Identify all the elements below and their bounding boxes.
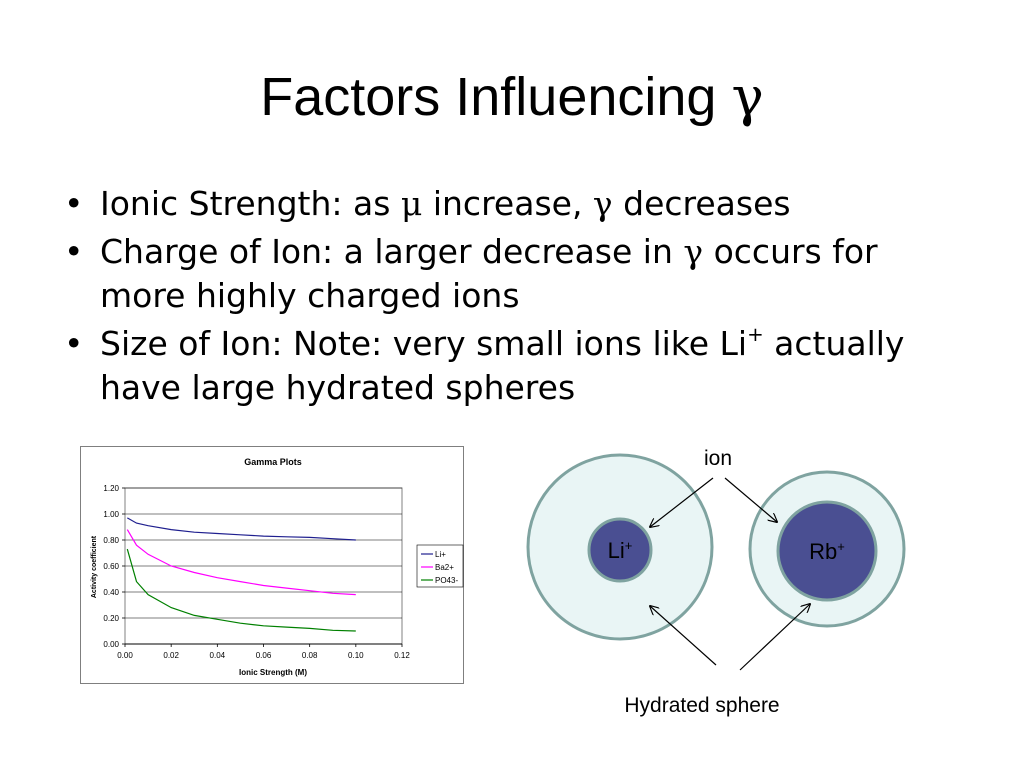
series-layer — [126, 517, 356, 632]
li-ion-text: Li — [608, 538, 625, 563]
legend: Li+ Ba2+ PO43- — [416, 544, 464, 588]
ion-label: ion — [704, 447, 732, 470]
sphere-arrow-right — [739, 604, 810, 671]
y-tick-label: 0.80 — [103, 536, 119, 545]
gamma-plot-chart: Gamma Plots Ionic Strength (M) Activity … — [80, 446, 464, 684]
x-tick-label: 0.00 — [117, 651, 133, 660]
ion-arrow-left — [650, 477, 714, 527]
y-tick-label: 0.40 — [103, 588, 119, 597]
li-ion-charge: + — [625, 538, 633, 553]
ion-arrow-right — [724, 477, 777, 522]
rb-ion-label: Rb+ — [809, 539, 845, 564]
gamma-symbol: γ — [683, 232, 704, 271]
legend-entry: PO43- — [435, 576, 458, 585]
sphere-arrow-left — [650, 606, 717, 666]
bullet-text: Charge of Ion: a larger decrease in — [100, 232, 684, 271]
bullet-list: • Ionic Strength: as μ increase, γ decrea… — [64, 182, 964, 414]
bullet-text: Ionic Strength: as — [100, 184, 401, 223]
bullet-text: increase, — [422, 184, 593, 223]
bullet-charge-of-ion: • Charge of Ion: a larger decrease in γ o… — [64, 230, 964, 318]
rb-ion-charge: + — [837, 539, 845, 554]
legend-entry: Li+ — [435, 550, 446, 559]
grid-layer — [124, 487, 403, 645]
slide-title: Factors Influencing γ — [0, 62, 1024, 132]
x-tick-label: 0.10 — [348, 651, 364, 660]
y-axis-label: Activity coefficient — [91, 535, 98, 598]
hydrated-sphere-diagram: Li+ Rb+ ion Hydrated sphere — [526, 447, 906, 717]
bullet-text: occurs for more highly charged ions — [100, 232, 878, 315]
y-tick-label: 1.20 — [103, 484, 119, 493]
bullet-text: Size of Ion: Note: very small ions like … — [100, 324, 748, 363]
series-line-ba2 — [126, 529, 356, 596]
x-tick-label: 0.12 — [394, 651, 410, 660]
y-tick-label: 0.60 — [103, 562, 119, 571]
rb-ion — [776, 500, 878, 602]
bullet-ionic-strength: • Ionic Strength: as μ increase, γ decrea… — [64, 182, 964, 226]
x-tick-label: 0.08 — [302, 651, 318, 660]
bullet-size-of-ion: • Size of Ion: Note: very small ions like… — [64, 322, 964, 410]
x-tick-label: 0.06 — [256, 651, 272, 660]
li-ion — [587, 517, 653, 583]
bullet-dot: • — [64, 324, 84, 363]
y-tick-label: 0.00 — [103, 640, 119, 649]
bullet-dot: • — [64, 184, 84, 223]
series-line-li — [127, 517, 356, 541]
gamma-symbol: γ — [592, 184, 613, 223]
li-ion-label: Li+ — [608, 538, 633, 563]
x-axis-label: Ionic Strength (M) — [239, 668, 307, 677]
y-tick-label: 1.00 — [103, 510, 119, 519]
chart-svg: Gamma Plots Ionic Strength (M) Activity … — [91, 457, 464, 677]
hydrated-sphere-label: Hydrated sphere — [624, 694, 779, 717]
bullet-dot: • — [64, 232, 84, 271]
x-tick-label: 0.02 — [163, 651, 179, 660]
charge-superscript: + — [747, 323, 764, 347]
slide-title-text: Factors Influencing — [260, 67, 732, 127]
chart-title: Gamma Plots — [244, 457, 302, 467]
gamma-symbol: γ — [731, 65, 764, 128]
bullet-text: decreases — [612, 184, 791, 223]
y-tick-label: 0.20 — [103, 614, 119, 623]
tick-layer: 0.00 0.20 0.40 0.60 0.80 1.00 1.20 0.00 0.02 0.04… — [103, 484, 410, 660]
series-line-po43 — [126, 548, 356, 632]
mu-symbol: μ — [400, 184, 423, 223]
x-tick-label: 0.04 — [210, 651, 226, 660]
legend-entry: Ba2+ — [435, 563, 454, 572]
rb-ion-text: Rb — [809, 539, 837, 564]
bullet-text: actually have large hydrated spheres — [100, 324, 905, 407]
